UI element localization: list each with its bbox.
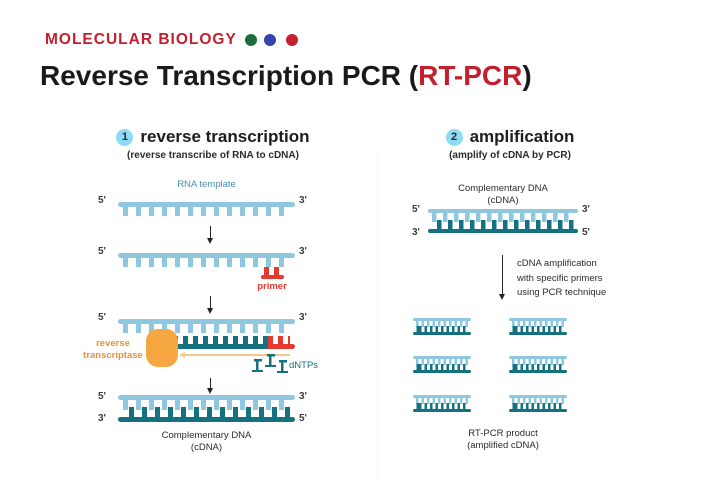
flow-arrow-down-icon <box>206 378 214 394</box>
cdna-strand-top <box>428 209 578 222</box>
five-prime-label: 5' <box>98 246 106 257</box>
brand-label: MOLECULAR BIOLOGY <box>45 31 237 48</box>
pcr-arrow-down-icon <box>498 255 506 300</box>
three-prime-label: 3' <box>299 312 307 323</box>
amplified-cdna-duplex <box>509 356 567 373</box>
amplified-cdna-duplex <box>509 318 567 335</box>
rtpcr-product-label: RT-PCR product (amplified cDNA) <box>467 428 539 451</box>
three-prime-label: 3' <box>98 413 106 424</box>
five-prime-label: 5' <box>582 227 590 238</box>
synthesis-direction-arrow-icon <box>179 351 290 358</box>
dntp-icon <box>265 354 276 367</box>
cdna-duplex <box>428 209 578 233</box>
rna-template-label: RNA template <box>177 179 236 190</box>
brand-row: MOLECULAR BIOLOGY <box>45 31 298 49</box>
page-title: Reverse Transcription PCR (RT-PCR) <box>40 60 532 92</box>
title-highlight: RT-PCR <box>418 60 523 91</box>
step-1-subtitle: (reverse transcribe of RNA to cDNA) <box>127 150 299 161</box>
five-prime-label: 5' <box>412 204 420 215</box>
rna-strand <box>118 319 295 333</box>
three-prime-label: 3' <box>412 227 420 238</box>
three-prime-label: 3' <box>299 246 307 257</box>
rna-template-strand <box>118 202 295 216</box>
flow-arrow-down-icon <box>206 226 214 244</box>
primer-segment <box>268 336 295 349</box>
primer-label: primer <box>257 281 287 292</box>
amplified-cdna-duplex <box>413 395 471 412</box>
pcr-process-note: cDNA amplification with specific primers… <box>517 258 607 298</box>
step-2-heading-row: 2 amplification <box>420 127 600 147</box>
reverse-transcriptase-enzyme <box>146 329 178 367</box>
amplified-cdna-duplex <box>413 356 471 373</box>
panel-divider <box>377 152 378 480</box>
rna-strand <box>118 395 295 410</box>
title-suffix: ) <box>522 60 532 91</box>
brand-dot-green-icon <box>244 34 257 46</box>
flow-arrow-down-icon <box>206 296 214 314</box>
dntp-icon <box>252 359 263 372</box>
cdna-product-label: Complementary DNA (cDNA) <box>161 430 252 453</box>
five-prime-label: 5' <box>98 195 106 206</box>
five-prime-label: 5' <box>98 391 106 402</box>
step-1-heading: reverse transcription <box>140 127 310 146</box>
five-prime-label: 5' <box>98 312 106 323</box>
dntps-label: dNTPs <box>289 360 319 371</box>
brand-dot-blue-icon <box>263 34 276 46</box>
step-2-heading: amplification <box>469 127 575 146</box>
cdna-strand-bottom <box>428 220 578 233</box>
reverse-transcriptase-label: reverse transcriptase <box>83 338 143 361</box>
cdna-segment <box>168 336 268 349</box>
cdna-synthesis-strand <box>168 336 295 349</box>
amplified-cdna-duplex <box>509 395 567 412</box>
five-prime-label: 5' <box>299 413 307 424</box>
step-2-badge: 2 <box>445 128 463 146</box>
title-prefix: Reverse Transcription PCR ( <box>40 60 419 91</box>
primer-comb <box>261 267 284 279</box>
step-2-subtitle: (amplify of cDNA by PCR) <box>449 150 571 161</box>
rna-strand <box>118 253 295 267</box>
three-prime-label: 3' <box>299 195 307 206</box>
amplified-cdna-duplex <box>413 318 471 335</box>
cdna-label: Complementary DNA (cDNA) <box>458 183 548 206</box>
cdna-strand <box>118 407 295 422</box>
step-1-heading-row: 1 reverse transcription <box>93 127 333 147</box>
dntp-icon <box>277 360 288 373</box>
three-prime-label: 3' <box>299 391 307 402</box>
cdna-duplex <box>118 395 295 422</box>
step-1-badge: 1 <box>116 128 134 146</box>
three-prime-label: 3' <box>582 204 590 215</box>
brand-dot-red-icon <box>285 34 298 46</box>
